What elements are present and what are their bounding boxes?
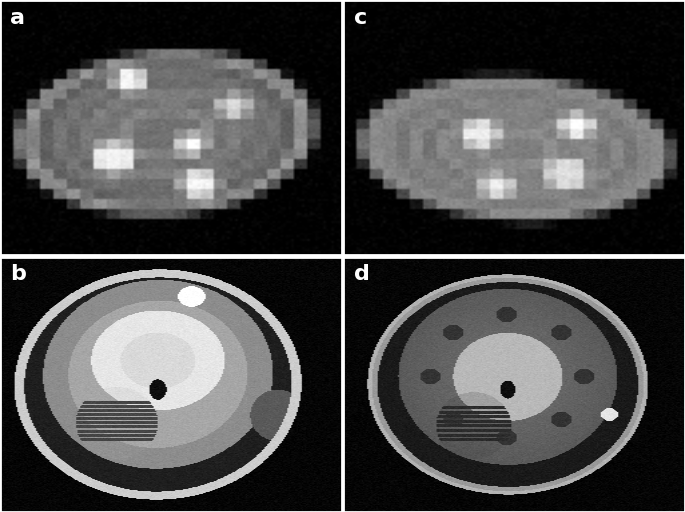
Text: d: d bbox=[353, 264, 369, 284]
Text: b: b bbox=[10, 264, 26, 284]
Text: c: c bbox=[353, 8, 367, 28]
Text: a: a bbox=[10, 8, 25, 28]
